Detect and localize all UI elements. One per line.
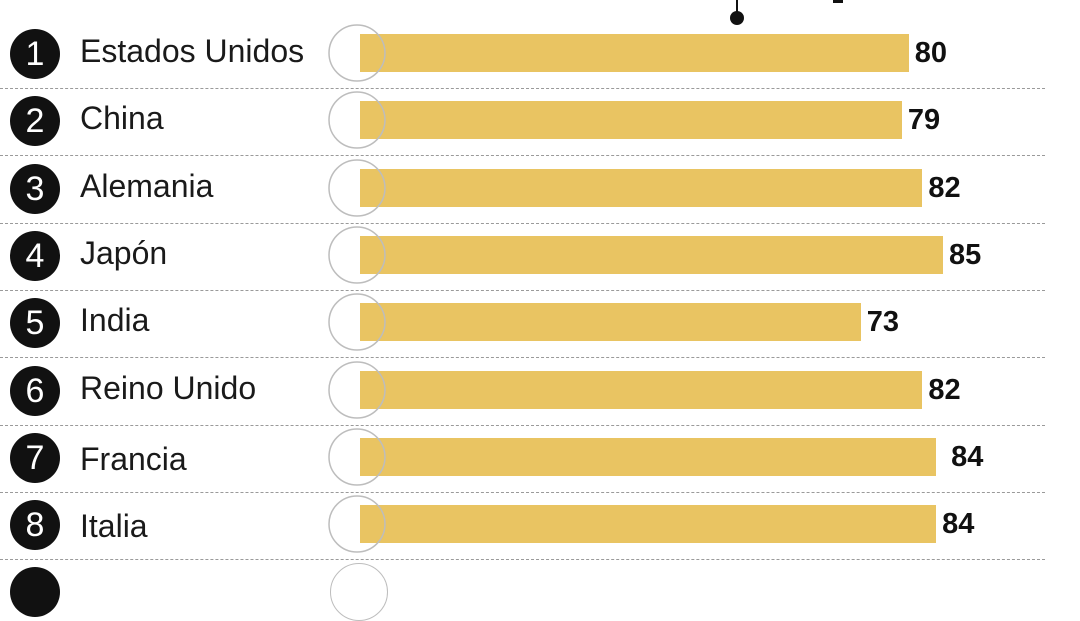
row-separator	[0, 222, 1045, 224]
reference-marker-tick	[833, 0, 843, 3]
value-label: 82	[928, 373, 961, 406]
value-label: 80	[914, 37, 947, 69]
chart-row: 2 China 79	[0, 87, 1080, 154]
category-label: China	[80, 100, 164, 137]
rank-badge: 8	[10, 500, 60, 551]
japan-flag-icon	[328, 226, 386, 284]
value-label: 82	[928, 171, 961, 204]
value-label: 73	[866, 306, 899, 339]
chart-row: 1 Estados Unidos 80	[0, 20, 1080, 87]
chart-row: 8 Italia 84	[0, 491, 1080, 558]
row-separator	[0, 424, 1045, 426]
value-label: 84	[951, 440, 984, 473]
bar	[360, 235, 943, 274]
chart-row: 5 India 73	[0, 289, 1080, 356]
row-separator	[0, 155, 1045, 157]
bar	[360, 505, 937, 544]
category-label: Estados Unidos	[80, 33, 305, 69]
rank-badge: 1	[10, 29, 60, 79]
row-separator	[0, 289, 1045, 291]
france-flag-icon	[328, 428, 386, 486]
row-separator	[0, 357, 1045, 359]
rank-badge: 6	[10, 365, 60, 416]
rank-badge: 7	[10, 432, 60, 483]
category-label: India	[80, 302, 150, 339]
category-label: Reino Unido	[80, 369, 257, 406]
value-label: 79	[907, 104, 941, 137]
bar	[360, 437, 937, 476]
chart-row: 3 Alemania 82	[0, 155, 1080, 222]
rank-badge: 2	[10, 96, 60, 147]
chart-row: 4 Japón 85	[0, 222, 1080, 289]
flag-icon	[330, 563, 388, 621]
bar	[360, 370, 923, 409]
rank-badge: 5	[10, 298, 60, 349]
rank-badge: 4	[10, 230, 60, 281]
chart-row: 7 Francia 84	[0, 424, 1080, 491]
india-flag-icon	[328, 293, 386, 351]
bar	[360, 303, 861, 342]
category-label: Francia	[80, 440, 187, 477]
value-label: 84	[942, 508, 975, 541]
rank-badge	[10, 567, 60, 618]
us-flag-icon	[328, 24, 386, 82]
category-label: Italia	[80, 508, 148, 545]
row-separator	[0, 88, 1045, 89]
reference-marker-line	[736, 0, 738, 14]
row-separator	[0, 559, 1045, 561]
bar	[360, 34, 909, 72]
germany-flag-icon	[328, 158, 386, 217]
reference-marker-dot	[730, 11, 744, 25]
category-label: Japón	[80, 234, 168, 271]
row-separator	[0, 491, 1045, 493]
category-label: Alemania	[80, 167, 214, 204]
rank-badge: 3	[10, 163, 60, 214]
italy-flag-icon	[328, 495, 386, 553]
bar	[360, 101, 902, 140]
china-flag-icon	[328, 91, 386, 150]
value-label: 85	[949, 238, 982, 271]
uk-flag-icon	[328, 360, 386, 419]
chart-row: 6 Reino Unido 82	[0, 357, 1080, 424]
bar	[360, 168, 923, 207]
